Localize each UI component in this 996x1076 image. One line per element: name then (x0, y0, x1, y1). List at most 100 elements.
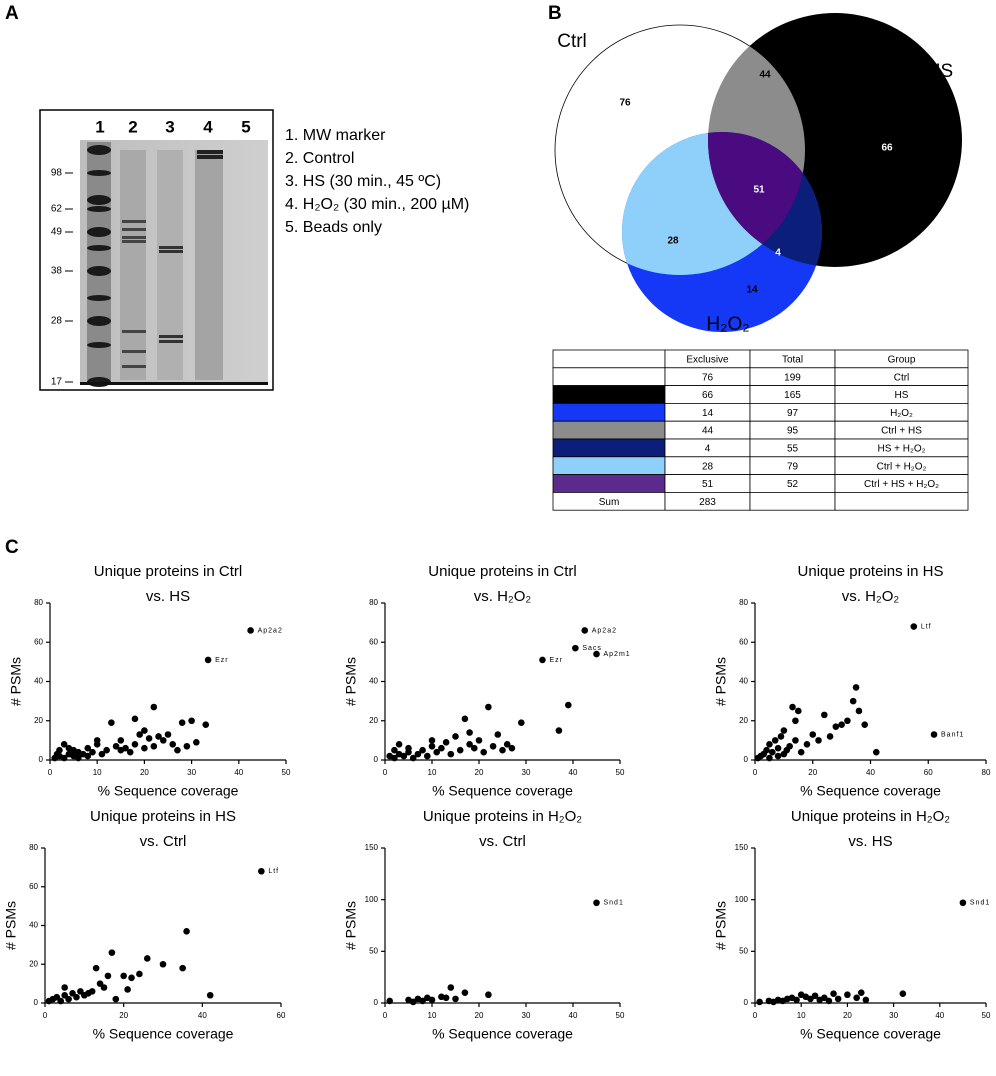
point (386, 997, 394, 1005)
point (809, 731, 817, 738)
labeled-point (204, 656, 212, 664)
y-tick-label: 40 (739, 677, 748, 686)
band (87, 145, 111, 155)
point (103, 746, 110, 754)
venn-count: 44 (759, 70, 771, 81)
point (183, 742, 191, 750)
point (499, 746, 506, 754)
table-cell (552, 349, 666, 369)
x-tick-label: 30 (522, 1011, 531, 1020)
chart-title: Unique proteins in HS (90, 808, 236, 825)
point (183, 928, 190, 935)
mw-label: 49 (51, 227, 63, 238)
point (395, 741, 403, 748)
point-label: Ezr (215, 657, 229, 664)
point (60, 741, 68, 748)
mw-label: 38 (51, 266, 63, 277)
point (821, 711, 828, 719)
point (857, 989, 865, 996)
lane-label: 4 (203, 117, 213, 136)
y-axis-label: # PSMs (343, 657, 359, 706)
lane-label: 3 (165, 117, 174, 136)
x-tick-label: 10 (428, 1011, 437, 1020)
point (128, 974, 135, 982)
x-tick-label: 20 (475, 1011, 484, 1020)
point (797, 748, 805, 756)
dye-front (80, 382, 268, 385)
x-tick-label: 20 (808, 768, 817, 777)
point-label: Ap2a2 (592, 627, 617, 634)
band (122, 236, 146, 239)
point (792, 737, 799, 744)
point (108, 719, 115, 727)
point (56, 746, 63, 754)
point (150, 742, 158, 750)
mw-label: 17 (51, 377, 63, 388)
chart-title: Unique proteins in HS (798, 563, 944, 580)
point (771, 737, 779, 744)
y-tick-label: 60 (34, 637, 43, 646)
point (159, 737, 167, 744)
point (145, 735, 153, 742)
point (122, 744, 129, 752)
gel-bands (80, 142, 268, 387)
point (409, 998, 417, 1006)
point (456, 746, 464, 754)
venn-count: 28 (667, 236, 679, 247)
x-axis-label: % Sequence coverage (98, 783, 239, 799)
point-label: Sacs (582, 645, 602, 652)
table-cell-text: 44 (702, 426, 714, 437)
point (466, 729, 473, 736)
venn-count: 4 (775, 248, 781, 259)
y-tick-label: 80 (34, 598, 43, 607)
point (88, 988, 96, 995)
point (159, 960, 167, 968)
point (763, 746, 770, 754)
x-tick-label: 40 (234, 768, 243, 777)
x-tick-label: 40 (569, 768, 578, 777)
point (136, 970, 143, 978)
y-tick-label: 0 (744, 755, 749, 764)
panel-label: C (5, 537, 19, 558)
point (60, 754, 68, 762)
x-tick-label: 40 (198, 1011, 207, 1020)
point (178, 719, 186, 727)
point (475, 737, 483, 744)
y-tick-label: 0 (744, 998, 749, 1007)
point (774, 752, 782, 760)
point (838, 721, 845, 728)
point (471, 744, 478, 752)
labeled-point (959, 899, 967, 907)
point (793, 996, 800, 1004)
y-tick-label: 80 (739, 598, 748, 607)
band (87, 206, 111, 212)
point (485, 991, 492, 999)
point (855, 707, 863, 715)
labeled-point (247, 627, 254, 634)
labeled-point (539, 656, 546, 664)
point (73, 993, 80, 1001)
x-tick-label: 20 (475, 768, 484, 777)
table-cell-text: 97 (787, 408, 799, 419)
mw-label: 28 (51, 316, 63, 327)
point (503, 741, 511, 748)
labeled-point (593, 899, 600, 907)
point-label: Ap2m1 (604, 651, 631, 658)
point (100, 984, 108, 991)
chart-title: Unique proteins in H₂O₂ (791, 808, 950, 825)
panel-label: A (5, 3, 19, 24)
table-cell (552, 474, 666, 493)
band (87, 245, 111, 251)
point (461, 715, 469, 723)
point (428, 996, 436, 1004)
table-sum-value: 283 (699, 497, 716, 508)
point (131, 715, 139, 723)
point (400, 752, 408, 760)
point (419, 746, 426, 754)
venn-set-label: HS (927, 61, 953, 82)
table-cell-text: H₂O₂ (890, 408, 913, 419)
lane-label: 2 (128, 117, 137, 136)
x-tick-label: 40 (569, 1011, 578, 1020)
point (136, 731, 143, 738)
